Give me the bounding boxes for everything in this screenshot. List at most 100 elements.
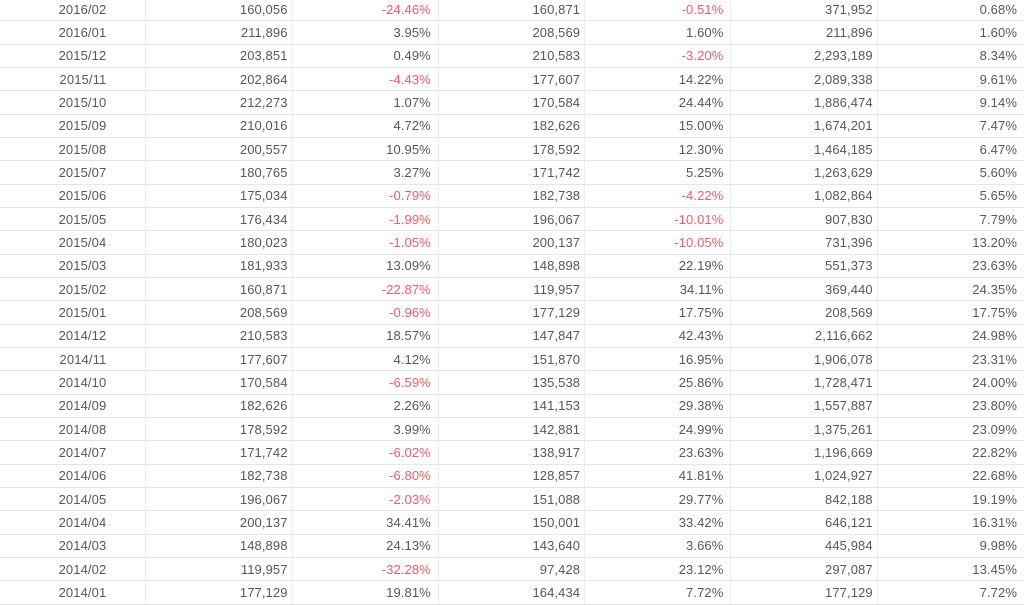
cell-value-3: 1,464,185: [731, 137, 878, 161]
cell-value-1: 210,016: [146, 114, 293, 137]
cell-value-3: 2,116,662: [731, 324, 878, 347]
cell-percent-1: 34.41%: [293, 511, 439, 534]
cell-percent-3: 0.68%: [979, 1, 1017, 17]
cell-value-1: 119,957: [146, 557, 293, 581]
cell-value-3: 551,373: [731, 254, 878, 277]
cell-percent-3: 9.98%: [979, 538, 1017, 554]
cell-month: 2015/03: [0, 254, 147, 277]
cell-value-1: 176,434: [146, 207, 293, 231]
cell-value-3: 297,087: [731, 557, 878, 581]
table-row: 2014/03 148,898 24.13% 143,640 3.66% 445…: [0, 534, 1024, 558]
cell-percent-2: 29.38%: [585, 394, 732, 417]
cell-value-1: 181,933: [146, 254, 293, 277]
cell-percent-2: 25.86%: [585, 371, 732, 394]
cell-value-2: 148,898: [439, 254, 586, 277]
cell-percent-2: 23.12%: [585, 557, 732, 581]
cell-value-3: 208,569: [731, 301, 878, 324]
cell-month: 2014/05: [0, 487, 147, 511]
cell-value-1: 180,023: [146, 231, 293, 254]
cell-month: 2015/08: [0, 137, 147, 161]
cell-value-2: 119,957: [439, 277, 586, 301]
cell-value-1: 182,626: [146, 394, 293, 417]
cell-percent-1: -22.87%: [293, 277, 439, 301]
cell-month: 2015/05: [0, 207, 147, 231]
cell-percent-3: 23.80%: [972, 398, 1017, 414]
cell-percent-2: 42.43%: [585, 324, 732, 347]
cell-month: 2014/04: [0, 511, 147, 534]
cell-month: 2014/07: [0, 441, 147, 464]
cell-percent-1: 0.49%: [293, 44, 439, 67]
table-row: 2016/02 160,056 -24.46% 160,871 -0.51% 3…: [0, 0, 1024, 22]
cell-value-2: 171,742: [439, 161, 586, 184]
cell-value-3: 1,196,669: [731, 441, 878, 464]
cell-percent-2: 24.99%: [585, 417, 732, 441]
cell-percent-3: 19.19%: [972, 491, 1017, 507]
cell-percent-1: 10.95%: [293, 137, 439, 161]
cell-value-3: 2,293,189: [731, 44, 878, 67]
cell-percent-1: 19.81%: [293, 581, 439, 604]
cell-value-2: 151,088: [439, 487, 586, 511]
cell-percent-2: 12.30%: [585, 137, 732, 161]
cell-percent-1: -32.28%: [293, 557, 439, 581]
cell-percent-1: 4.12%: [293, 347, 439, 371]
cell-month: 2015/09: [0, 114, 147, 137]
cell-percent-3: 7.47%: [979, 118, 1017, 134]
cell-percent-1: -6.80%: [293, 464, 439, 487]
cell-percent-1: 24.13%: [293, 534, 439, 557]
cell-percent-2: -3.20%: [585, 44, 732, 67]
cell-month: 2015/07: [0, 161, 147, 184]
cell-value-2: 177,129: [439, 301, 586, 324]
cell-percent-2: 7.72%: [585, 581, 732, 604]
cell-value-3: 369,440: [731, 277, 878, 301]
cell-percent-2: 14.22%: [585, 67, 732, 91]
cell-percent-1: 3.99%: [293, 417, 439, 441]
cell-percent-2: 1.60%: [585, 21, 732, 44]
cell-percent-2: 23.63%: [585, 441, 732, 464]
cell-percent-1: 4.72%: [293, 114, 439, 137]
cell-percent-2: -0.51%: [585, 0, 732, 21]
cell-value-3: 211,896: [731, 21, 878, 44]
cell-percent-1: 13.09%: [293, 254, 439, 277]
cell-percent-1: -2.03%: [293, 487, 439, 511]
cell-value-2: 150,001: [439, 511, 586, 534]
table-row: 2015/06 175,034 -0.79% 182,738 -4.22% 1,…: [0, 184, 1024, 208]
cell-value-2: 182,626: [439, 114, 586, 137]
cell-value-1: 211,896: [146, 21, 293, 44]
cell-value-3: 1,082,864: [731, 184, 878, 207]
cell-value-1: 200,137: [146, 511, 293, 534]
cell-month: 2014/01: [0, 581, 147, 604]
cell-value-3: 177,129: [731, 581, 878, 604]
cell-value-1: 202,864: [146, 67, 293, 91]
cell-value-3: 1,024,927: [731, 464, 878, 487]
cell-percent-3: 6.47%: [979, 141, 1017, 157]
cell-month: 2016/01: [0, 21, 147, 44]
table-row: 2014/09 182,626 2.26% 141,153 29.38% 1,5…: [0, 394, 1024, 418]
cell-value-1: 177,607: [146, 347, 293, 371]
cell-percent-3: 7.79%: [979, 211, 1017, 227]
cell-percent-3: 13.20%: [972, 234, 1017, 250]
cell-value-2: 143,640: [439, 534, 586, 557]
cell-value-1: 160,056: [146, 0, 293, 21]
cell-month: 2015/12: [0, 44, 147, 67]
cell-month: 2014/06: [0, 464, 147, 487]
cell-percent-1: 2.26%: [293, 394, 439, 417]
cell-percent-3: 24.00%: [972, 374, 1017, 390]
cell-percent-2: 16.95%: [585, 347, 732, 371]
cell-percent-1: 18.57%: [293, 324, 439, 347]
cell-value-3: 731,396: [731, 231, 878, 254]
table-row: 2015/05 176,434 -1.99% 196,067 -10.01% 9…: [0, 207, 1024, 232]
cell-month: 2014/08: [0, 417, 147, 441]
cell-value-1: 171,742: [146, 441, 293, 464]
cell-percent-1: -1.05%: [293, 231, 439, 254]
table-row: 2014/04 200,137 34.41% 150,001 33.42% 64…: [0, 511, 1024, 535]
cell-value-3: 646,121: [731, 511, 878, 534]
cell-value-2: 128,857: [439, 464, 586, 487]
cell-percent-1: -1.99%: [293, 207, 439, 231]
cell-month: 2015/11: [0, 67, 147, 91]
table-row: 2015/04 180,023 -1.05% 200,137 -10.05% 7…: [0, 231, 1024, 255]
cell-value-2: 178,592: [439, 137, 586, 161]
cell-percent-3: 13.45%: [972, 561, 1017, 577]
cell-percent-1: 1.07%: [293, 91, 439, 114]
cell-percent-2: 22.19%: [585, 254, 732, 277]
